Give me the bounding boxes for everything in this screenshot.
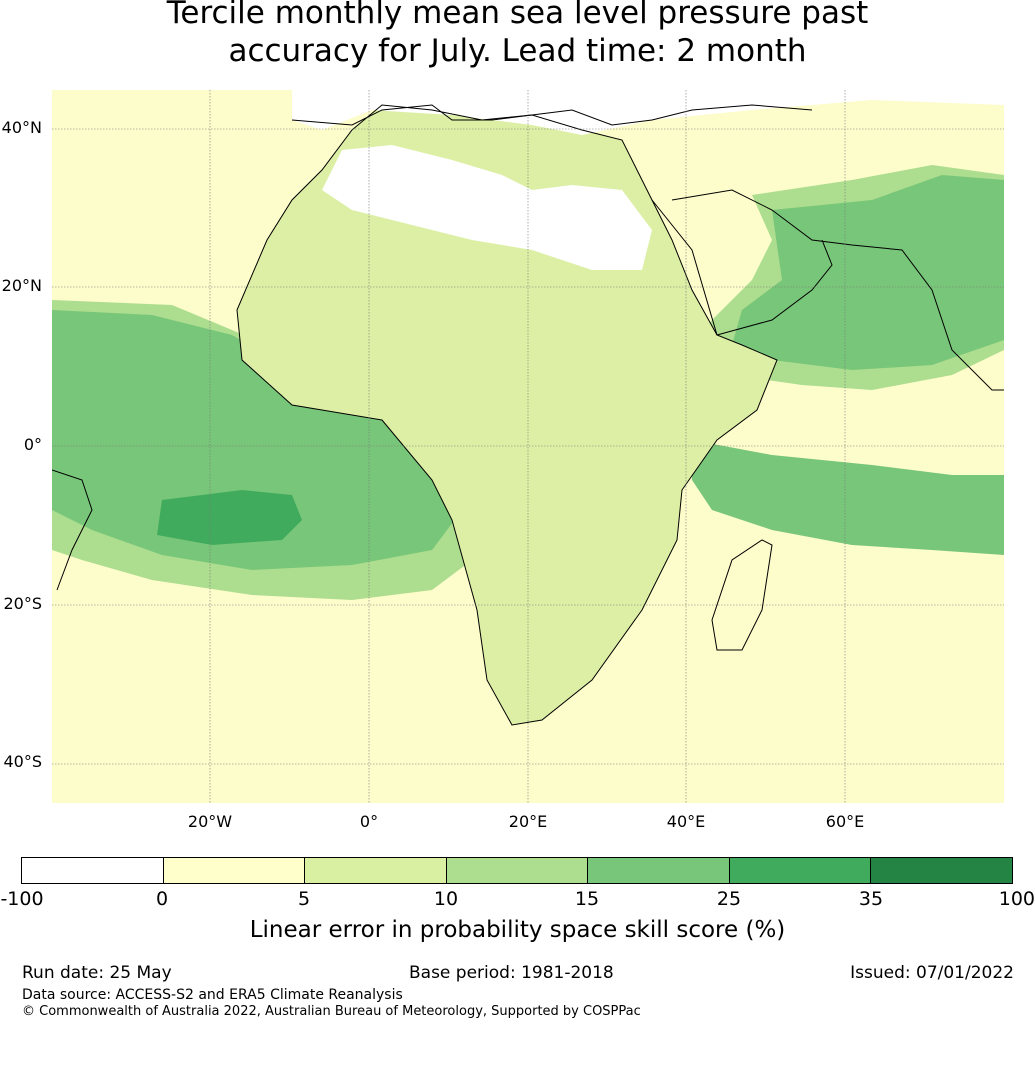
- title-line-1: Tercile monthly mean sea level pressure …: [166, 0, 869, 31]
- chart-title: Tercile monthly mean sea level pressure …: [0, 0, 1035, 70]
- lon-tick-60e: 60°E: [825, 812, 865, 831]
- colorbar-tick: 0: [155, 888, 169, 910]
- lon-tick-40e: 40°E: [666, 812, 706, 831]
- lat-tick-20n: 20°N: [1, 276, 42, 295]
- colorbar-tick: -100: [0, 888, 44, 910]
- colorbar-segment: [588, 858, 730, 883]
- colorbar-tick: 10: [433, 888, 459, 910]
- region-skill-15-25-atlantic: [52, 310, 462, 570]
- copyright: © Commonwealth of Australia 2022, Austra…: [22, 1004, 641, 1019]
- skill-score-map: [52, 90, 1004, 803]
- colorbar-segment: [305, 858, 447, 883]
- colorbar-tick: 100: [998, 888, 1035, 910]
- land-madagascar: [711, 539, 773, 651]
- colorbar-title: Linear error in probability space skill …: [249, 917, 786, 943]
- coastline-europe: [291, 104, 813, 126]
- run-date: Run date: 25 May: [22, 963, 172, 983]
- lon-tick-20w: 20°W: [187, 812, 233, 831]
- colorbar-tick: 15: [574, 888, 600, 910]
- coastline-arabia: [671, 189, 1004, 391]
- coastline-arabian-peninsula: [651, 199, 833, 336]
- lat-tick-40n: 40°N: [1, 118, 42, 137]
- region-skill-25-35-atlantic: [157, 490, 302, 545]
- colorbar-segment: [871, 858, 1013, 883]
- region-skill-15-25-arabian-core: [732, 175, 1004, 370]
- region-skill-negative-sahara: [322, 145, 652, 270]
- base-period: Base period: 1981-2018: [409, 963, 614, 983]
- colorbar-segment: [163, 858, 306, 883]
- issued-date: Issued: 07/01/2022: [850, 963, 1014, 983]
- graticule: [52, 90, 1004, 803]
- lat-tick-40s: 40°S: [3, 752, 42, 771]
- land-europe: [292, 90, 1004, 135]
- lon-tick-0: 0°: [359, 812, 379, 831]
- title-line-2: accuracy for July. Lead time: 2 month: [228, 33, 807, 69]
- data-source: Data source: ACCESS-S2 and ERA5 Climate …: [22, 987, 403, 1003]
- colorbar: [21, 857, 1013, 884]
- colorbar-tick: 25: [716, 888, 742, 910]
- colorbar-tick: 5: [297, 888, 311, 910]
- colorbar-segment: [729, 858, 872, 883]
- colorbar-segment: [22, 858, 164, 883]
- region-skill-15-25-indian: [692, 440, 1004, 555]
- colorbar-tick: 35: [858, 888, 884, 910]
- coastline-south-america: [52, 469, 93, 591]
- lon-tick-20e: 20°E: [508, 812, 548, 831]
- colorbar-segment: [446, 858, 589, 883]
- lat-tick-0: 0°: [23, 435, 42, 454]
- coastline-africa: [236, 104, 778, 726]
- lat-tick-20s: 20°S: [3, 594, 42, 613]
